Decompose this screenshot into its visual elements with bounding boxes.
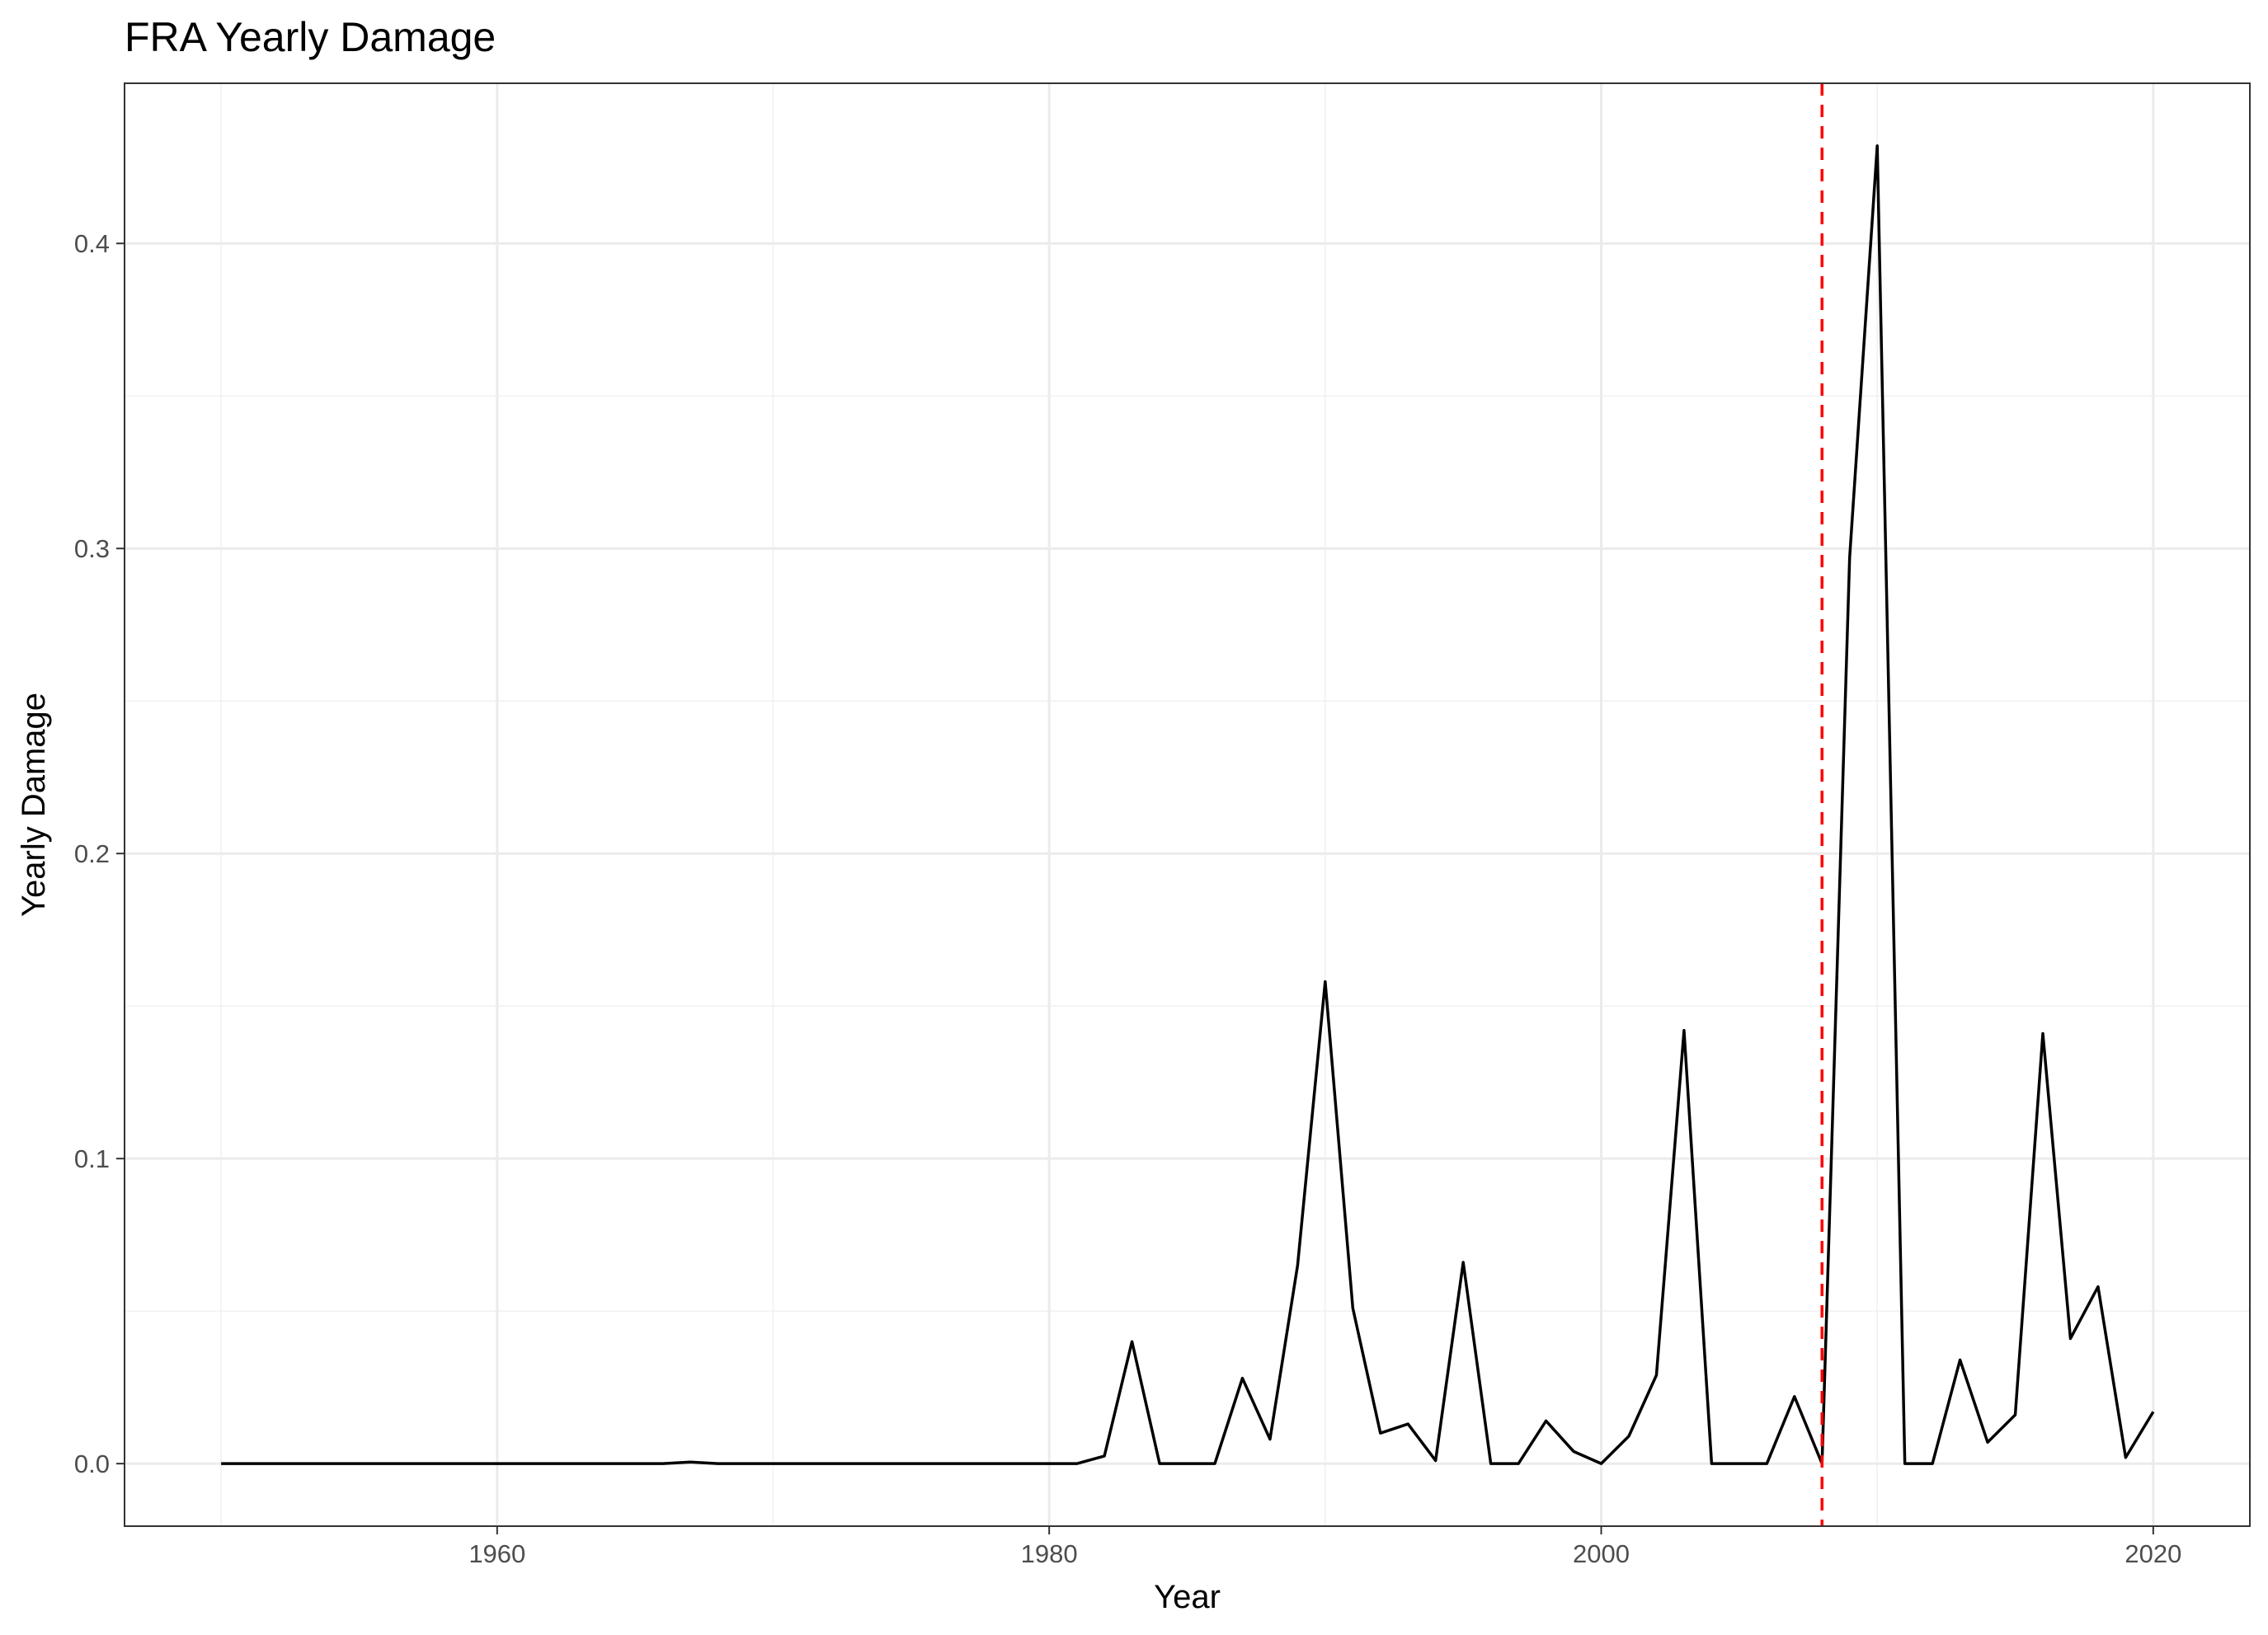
plot-panel (125, 83, 2250, 1526)
series-layer (221, 144, 2155, 1465)
y-tick-label: 0.2 (74, 839, 110, 868)
y-tick-label: 0.0 (74, 1449, 110, 1478)
y-tick-label: 0.3 (74, 534, 110, 563)
x-tick-label: 2000 (1573, 1539, 1630, 1568)
x-tick-label: 1980 (1021, 1539, 1078, 1568)
chart-title: FRA Yearly Damage (125, 14, 496, 60)
x-axis-ticks: 1960 1980 2000 2020 (468, 1526, 2181, 1568)
x-tick-label: 1960 (468, 1539, 525, 1568)
y-tick-label: 0.1 (74, 1144, 110, 1173)
x-tick-label: 2020 (2124, 1539, 2181, 1568)
y-axis-ticks: 0.0 0.1 0.2 0.3 0.4 (74, 229, 125, 1478)
minor-grid (125, 83, 2250, 1526)
plot-border (124, 82, 2251, 1527)
y-axis-title: Yearly Damage (16, 693, 52, 917)
series-line (221, 144, 2155, 1465)
y-tick-label: 0.4 (74, 229, 110, 258)
x-axis-title: Year (1154, 1579, 1221, 1615)
